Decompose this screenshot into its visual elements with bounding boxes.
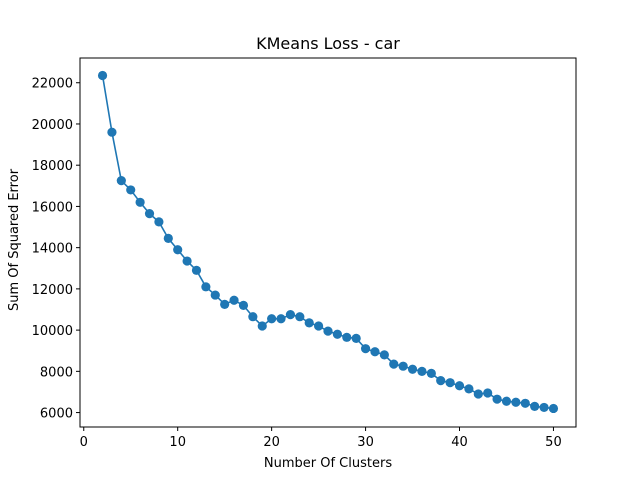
data-point — [295, 312, 305, 322]
data-point — [539, 402, 549, 413]
x-axis: 0 10 20 30 40 50 — [80, 427, 562, 450]
data-point — [248, 312, 258, 322]
data-point — [314, 321, 324, 331]
data-point — [483, 388, 493, 398]
data-point — [389, 359, 399, 369]
data-point — [342, 332, 352, 342]
data-point — [511, 397, 521, 407]
data-point — [473, 389, 483, 399]
data-point — [182, 256, 192, 266]
y-tick-label: 8000 — [40, 365, 73, 380]
data-point — [304, 318, 314, 328]
data-point — [97, 70, 108, 81]
data-point — [445, 378, 455, 388]
data-point — [220, 299, 230, 309]
data-point — [464, 384, 474, 394]
y-tick-label: 10000 — [32, 324, 73, 339]
x-tick-label: 0 — [80, 435, 88, 450]
data-point — [229, 295, 239, 305]
data-point — [379, 350, 389, 360]
data-point — [332, 329, 342, 339]
y-tick-label: 12000 — [32, 283, 73, 298]
x-tick-label: 40 — [451, 435, 468, 450]
y-tick-label: 16000 — [32, 200, 73, 215]
data-point — [173, 245, 183, 255]
data-point — [548, 403, 559, 414]
data-point — [191, 265, 202, 275]
data-point — [351, 333, 361, 343]
axes-frame — [79, 57, 577, 428]
y-tick-label: 22000 — [32, 77, 73, 92]
plot-area — [97, 70, 559, 414]
data-point — [135, 197, 145, 207]
y-tick-label: 6000 — [40, 407, 73, 422]
data-point — [163, 233, 173, 243]
x-tick-label: 20 — [263, 435, 280, 450]
data-point — [436, 376, 446, 386]
data-point — [116, 176, 126, 186]
data-point — [107, 127, 117, 137]
data-point — [426, 368, 436, 379]
data-point — [530, 401, 540, 411]
x-tick-label: 30 — [357, 435, 374, 450]
y-tick-label: 14000 — [32, 242, 73, 257]
data-point — [501, 396, 512, 406]
data-point — [267, 314, 277, 324]
data-point — [238, 300, 249, 310]
data-point — [398, 361, 408, 371]
chart-title: KMeans Loss - car — [256, 34, 400, 53]
x-tick-label: 50 — [545, 435, 562, 450]
y-tick-label: 18000 — [32, 159, 73, 174]
data-point — [201, 282, 211, 292]
data-point — [407, 364, 418, 374]
data-point — [144, 209, 155, 219]
y-axis: 6000 8000 10000 12000 14000 16000 18000 20000 22… — [32, 77, 80, 422]
data-point — [126, 185, 136, 195]
data-point — [154, 217, 164, 227]
y-axis-label: Sum Of Squared Error — [7, 168, 22, 311]
data-point — [257, 321, 267, 331]
x-axis-label: Number Of Clusters — [264, 456, 392, 471]
data-point — [454, 381, 465, 391]
data-point — [370, 347, 380, 357]
data-point — [210, 290, 220, 300]
data-point — [520, 398, 530, 408]
y-tick-label: 20000 — [32, 118, 73, 133]
x-tick-label: 10 — [169, 435, 186, 450]
data-point — [492, 394, 502, 404]
data-point — [417, 366, 427, 376]
data-point — [360, 344, 371, 354]
data-point — [276, 314, 286, 324]
data-point — [323, 326, 333, 336]
data-point — [285, 310, 296, 320]
